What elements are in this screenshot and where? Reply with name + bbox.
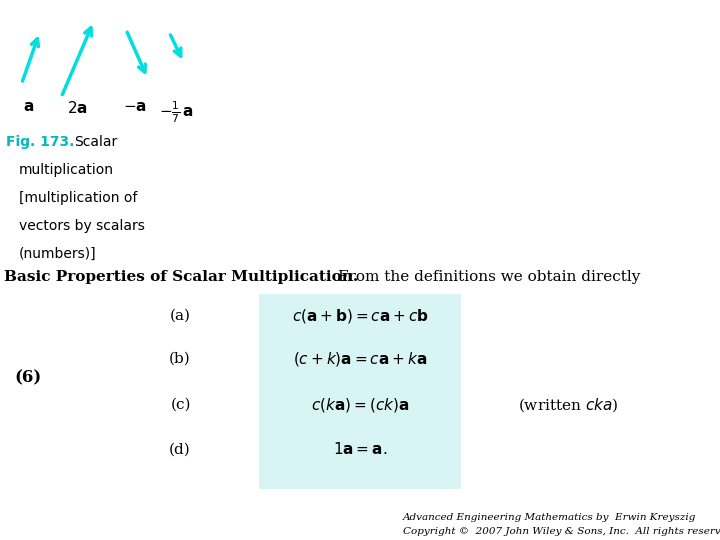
Text: (6): (6) bbox=[14, 369, 42, 387]
Text: (written $cka$): (written $cka$) bbox=[518, 396, 618, 414]
Text: $\mathbf{a}$: $\mathbf{a}$ bbox=[23, 100, 35, 114]
Text: (a): (a) bbox=[170, 309, 191, 323]
Text: [multiplication of: [multiplication of bbox=[19, 191, 137, 205]
Text: Copyright ©  2007 John Wiley & Sons, Inc.  All rights reserved.: Copyright © 2007 John Wiley & Sons, Inc.… bbox=[403, 526, 720, 536]
Text: $-\frac{1}{7}\,\mathbf{a}$: $-\frac{1}{7}\,\mathbf{a}$ bbox=[159, 100, 194, 125]
Text: $1\mathbf{a} = \mathbf{a}.$: $1\mathbf{a} = \mathbf{a}.$ bbox=[333, 441, 387, 457]
Text: $-\mathbf{a}$: $-\mathbf{a}$ bbox=[123, 100, 148, 114]
Text: $(c + k)\mathbf{a} = c\mathbf{a} + k\mathbf{a}$: $(c + k)\mathbf{a} = c\mathbf{a} + k\mat… bbox=[293, 350, 427, 368]
Text: Fig. 173.: Fig. 173. bbox=[6, 135, 74, 149]
Text: $c(\mathbf{a} + \mathbf{b}) = c\mathbf{a} + c\mathbf{b}$: $c(\mathbf{a} + \mathbf{b}) = c\mathbf{a… bbox=[292, 307, 428, 325]
Text: (b): (b) bbox=[169, 352, 191, 366]
Text: Advanced Engineering Mathematics by  Erwin Kreyszig: Advanced Engineering Mathematics by Erwi… bbox=[403, 513, 696, 522]
Text: (d): (d) bbox=[169, 442, 191, 456]
Text: multiplication: multiplication bbox=[19, 163, 114, 177]
Text: Basic Properties of Scalar Multiplication.: Basic Properties of Scalar Multiplicatio… bbox=[4, 270, 358, 284]
Text: $c(k\mathbf{a}) = (ck)\mathbf{a}$: $c(k\mathbf{a}) = (ck)\mathbf{a}$ bbox=[311, 396, 409, 414]
Text: Scalar: Scalar bbox=[74, 135, 117, 149]
Text: From the definitions we obtain directly: From the definitions we obtain directly bbox=[338, 270, 641, 284]
FancyBboxPatch shape bbox=[259, 294, 461, 489]
Text: (c): (c) bbox=[171, 398, 191, 412]
Text: $2\mathbf{a}$: $2\mathbf{a}$ bbox=[67, 100, 87, 116]
Text: vectors by scalars: vectors by scalars bbox=[19, 219, 145, 233]
Text: (numbers)]: (numbers)] bbox=[19, 247, 96, 261]
